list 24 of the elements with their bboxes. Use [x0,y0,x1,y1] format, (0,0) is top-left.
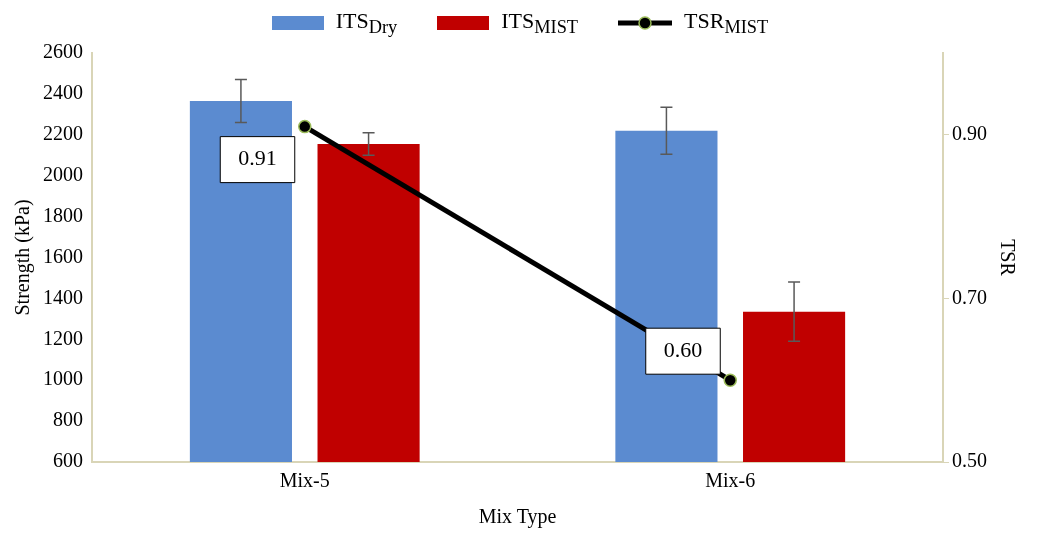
y2-tick-label: 0.50 [952,449,987,472]
y-tick-label: 1600 [43,244,83,267]
y-tick-label: 600 [53,449,83,472]
legend-label: TSR$_{MIST}$ [684,7,769,39]
y-tick-label: 1400 [43,285,83,308]
y-tick-label: 2400 [43,81,83,104]
legend-label: ITS$_{Dry}$ [335,7,398,39]
y-tick-label: 1200 [43,326,83,349]
y-tick-label: 2600 [43,40,83,63]
y-tick-label: 800 [53,408,83,431]
y-tick-label: 2200 [43,122,83,145]
y2-tick-label: 0.90 [952,122,987,145]
x-axis-title: Mix Type [478,505,557,529]
x-tick-label: Mix-6 [705,469,756,492]
data-label: 0.91 [238,145,277,171]
legend-label: ITS$_{MIST}$ [501,7,579,39]
y-tick-label: 2000 [43,162,83,185]
x-tick-label: Mix-5 [279,469,330,492]
y-tick-label: 1800 [43,203,83,226]
y-axis-title: Strength (kPa) [11,199,35,316]
y2-tick-label: 0.70 [952,285,987,308]
y2-axis-title: TSR [996,239,1019,277]
data-label: 0.60 [663,336,703,362]
y-tick-label: 1000 [43,367,83,390]
